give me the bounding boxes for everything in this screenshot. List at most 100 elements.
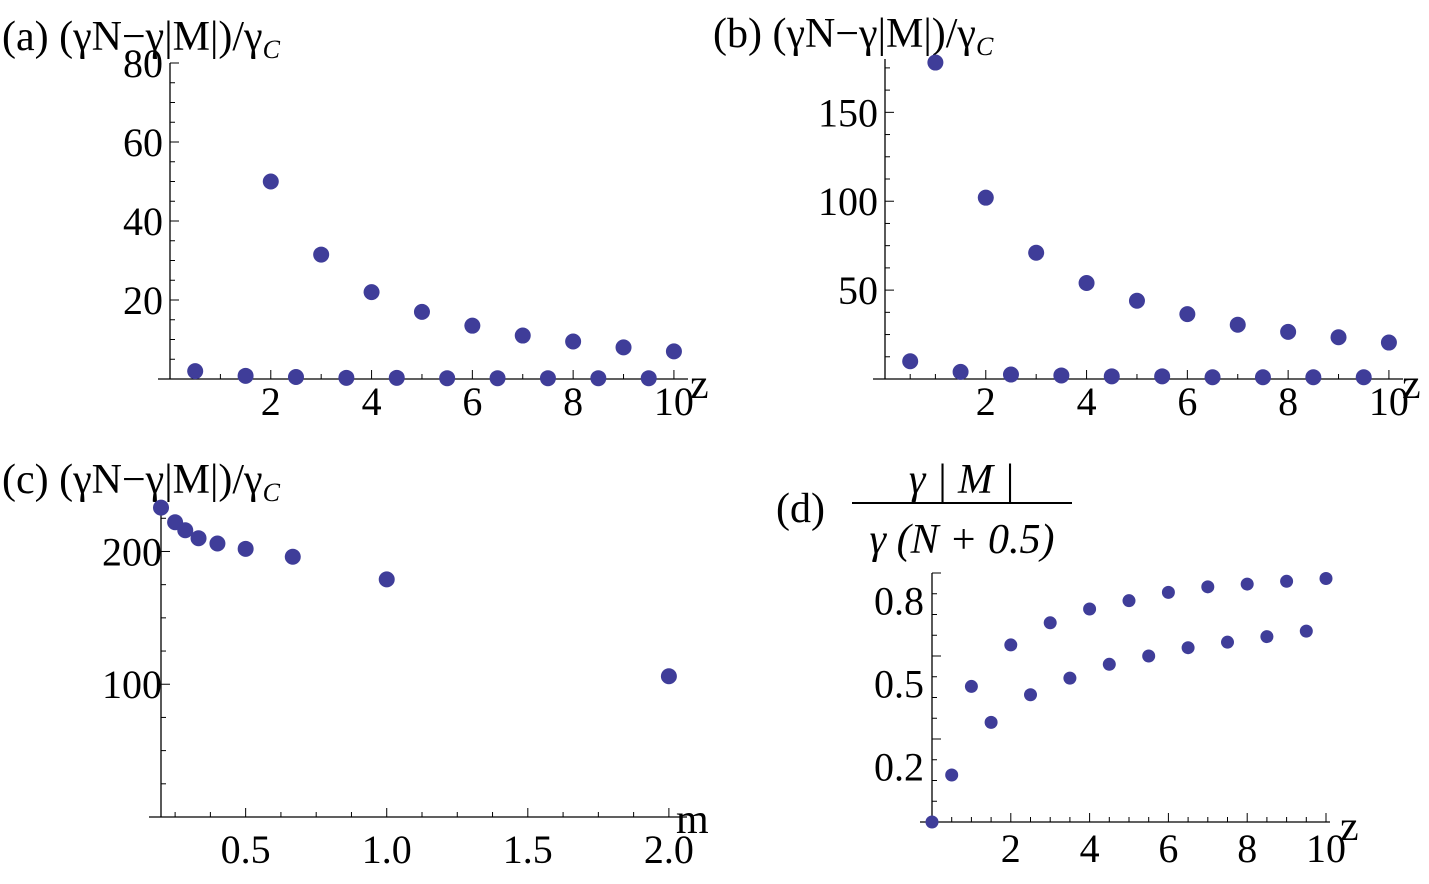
data-point [209, 535, 226, 552]
data-point [187, 363, 204, 380]
y-tick-label: 0.5 [874, 662, 924, 707]
y-tick-label: 80 [123, 41, 163, 86]
data-point [1280, 323, 1297, 340]
data-point [1078, 275, 1095, 291]
data-point [1229, 316, 1246, 333]
data-point [984, 715, 998, 729]
title-subscript: C [976, 32, 994, 61]
x-tick-label: 6 [462, 379, 482, 424]
data-point [1305, 369, 1322, 386]
data-point [590, 370, 607, 387]
data-point [237, 540, 254, 557]
data-point [464, 317, 481, 334]
data-point [1002, 366, 1019, 383]
data-point [1043, 616, 1057, 630]
x-axis-label: z [1402, 362, 1421, 408]
y-tick-label: 150 [818, 90, 878, 135]
data-point [964, 679, 978, 693]
data-point [1161, 585, 1175, 599]
panel-title: (a) (γN−γ|M|)/γC [2, 14, 281, 64]
data-point [1024, 688, 1037, 702]
fraction-numerator: γ | M | [909, 457, 1015, 503]
y-tick-label: 200 [102, 529, 162, 574]
data-point [1204, 369, 1221, 386]
x-axis-label: m [676, 797, 709, 843]
x-tick-label: 2.0 [644, 827, 694, 872]
data-point [190, 530, 207, 547]
panel-title: (b) (γN−γ|M|)/γC [713, 11, 994, 61]
data-point [284, 548, 301, 565]
x-tick-label: 0.5 [221, 827, 271, 872]
data-point [153, 499, 169, 516]
y-tick-label: 60 [123, 120, 163, 165]
panel-title: (d) [776, 486, 825, 532]
data-point [514, 327, 531, 344]
y-tick-label: 0.8 [874, 579, 924, 624]
x-tick-label: 8 [563, 379, 583, 424]
y-tick-label: 40 [123, 199, 163, 244]
data-point [925, 815, 939, 829]
y-tick-label: 20 [123, 278, 163, 323]
x-axis-label: z [1340, 804, 1359, 850]
data-point [1179, 306, 1196, 323]
data-point [1254, 369, 1271, 386]
data-point [313, 246, 330, 263]
data-point [388, 369, 405, 386]
x-tick-label: 1.5 [503, 827, 553, 872]
data-point [952, 363, 969, 380]
data-point [1355, 369, 1372, 386]
data-point [439, 370, 456, 387]
data-point [640, 370, 657, 387]
data-point [1380, 334, 1397, 351]
data-point [1260, 630, 1274, 644]
data-point [1122, 594, 1136, 608]
data-point [927, 54, 944, 71]
data-point [378, 571, 395, 588]
data-point [1103, 368, 1120, 385]
x-tick-label: 2 [1001, 826, 1021, 871]
data-point [1280, 574, 1294, 588]
x-tick-label: 10 [1306, 826, 1346, 871]
title-subscript: C [263, 35, 281, 64]
data-point [665, 343, 682, 360]
y-tick-label: 50 [838, 268, 878, 313]
x-axis-label: z [690, 362, 709, 408]
data-point [660, 668, 677, 685]
y-tick-label: 0.2 [874, 745, 924, 790]
data-point [1142, 649, 1156, 663]
data-point [413, 303, 430, 320]
x-tick-label: 4 [362, 379, 382, 424]
data-point [1201, 580, 1215, 594]
x-tick-label: 6 [1158, 826, 1178, 871]
data-point [338, 369, 355, 386]
x-tick-label: 4 [1077, 379, 1097, 424]
x-tick-label: 1.0 [362, 827, 412, 872]
data-point [1004, 638, 1018, 652]
data-point [902, 353, 919, 370]
data-point [1240, 577, 1254, 591]
y-tick-label: 100 [818, 179, 878, 224]
data-point [977, 189, 994, 206]
x-tick-label: 2 [261, 379, 281, 424]
data-point [1053, 367, 1070, 384]
x-tick-label: 8 [1237, 826, 1257, 871]
data-point [539, 370, 556, 387]
panel-a: 2 4 6 8 10 20 40 60 80 z (a) (γN−γ|M|)/γC [2, 14, 709, 424]
data-point [1063, 671, 1077, 685]
data-point [1083, 602, 1097, 616]
x-tick-label: 10 [654, 379, 694, 424]
data-point [1330, 329, 1347, 346]
x-tick-label: 4 [1080, 826, 1100, 871]
x-tick-label: 8 [1278, 379, 1298, 424]
data-point [177, 522, 194, 539]
data-point [1181, 641, 1195, 655]
data-point [262, 173, 279, 190]
data-point [615, 339, 632, 356]
data-point [237, 367, 254, 384]
data-point [1028, 244, 1045, 261]
title-subscript: C [263, 478, 281, 507]
x-tick-label: 2 [976, 379, 996, 424]
data-point [945, 768, 959, 782]
panel-c: 0.5 1.0 1.5 2.0 100 200 m (c) (γN−γ|M|)/γC [2, 457, 709, 872]
